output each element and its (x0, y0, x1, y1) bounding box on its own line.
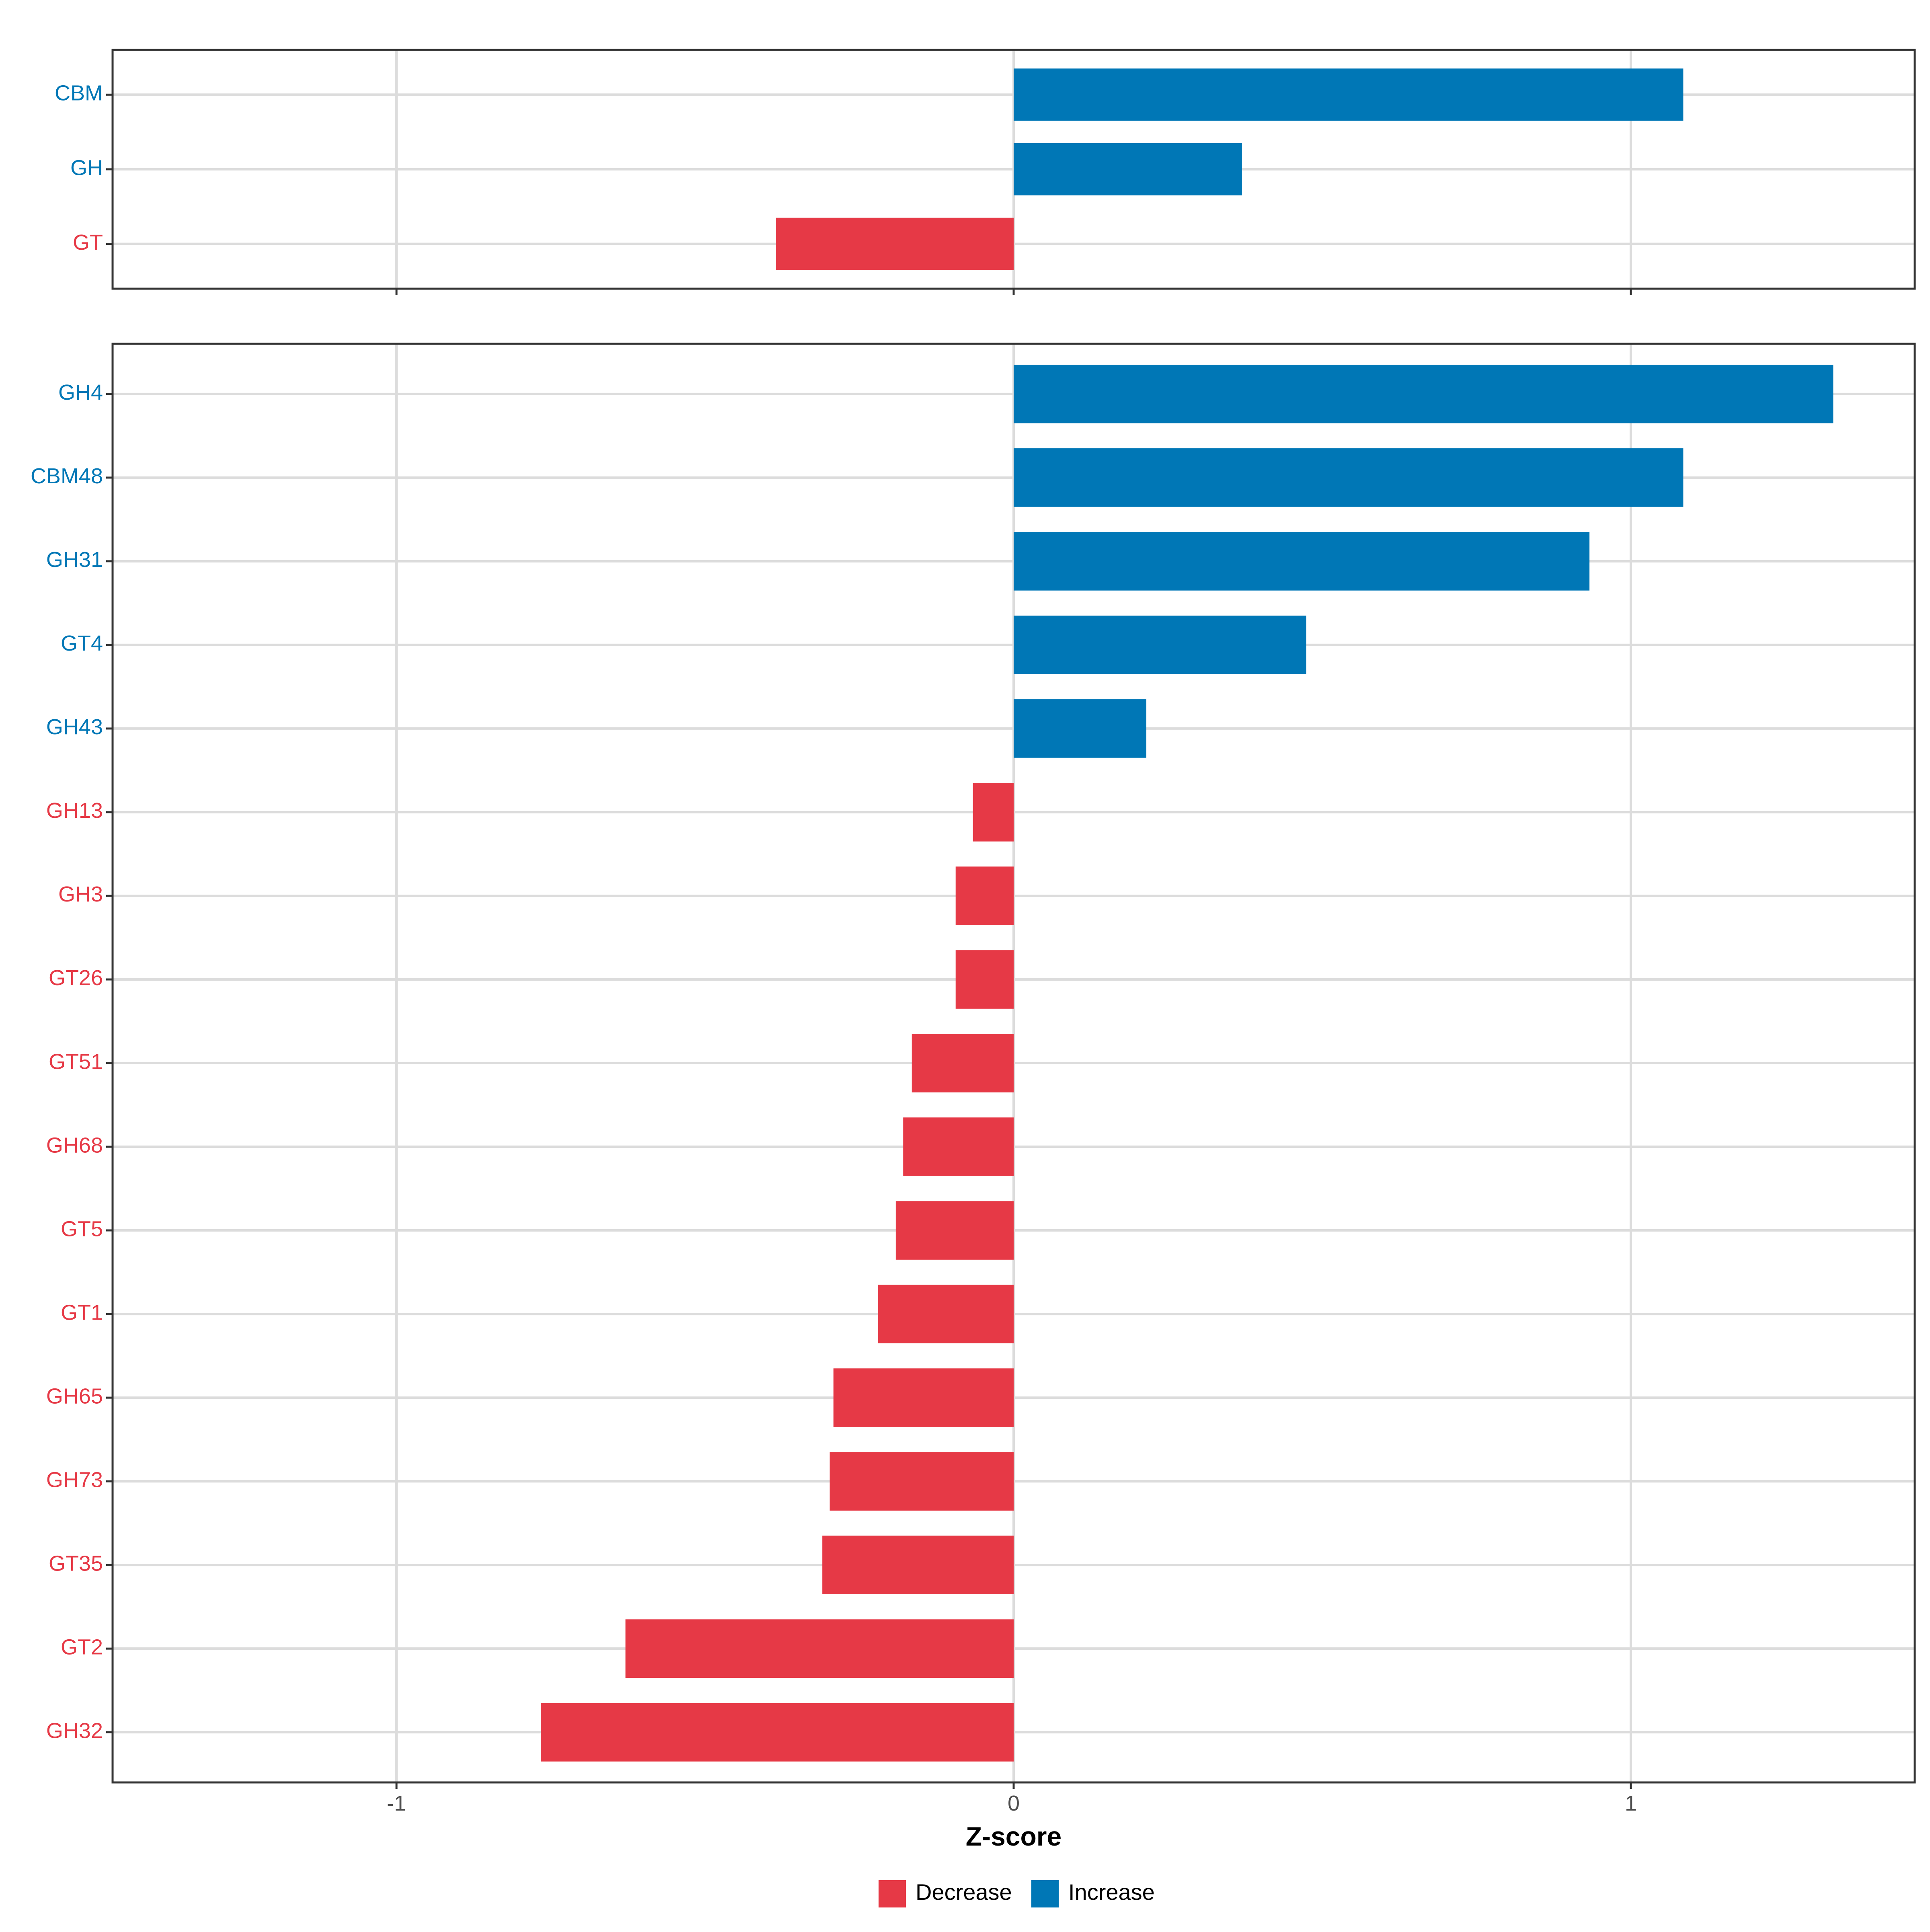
legend-label-increase: Increase (1068, 1879, 1155, 1905)
bar-gh31 (1014, 532, 1590, 591)
y-label-gt51: GT51 (49, 1049, 103, 1074)
bar-gh (1014, 143, 1242, 195)
y-label-gt35: GT35 (49, 1551, 103, 1575)
y-label-gh43: GH43 (46, 715, 103, 739)
y-label-gh65: GH65 (46, 1384, 103, 1408)
y-label-gh68: GH68 (46, 1133, 103, 1157)
y-label-gt5: GT5 (61, 1217, 103, 1241)
bar-gt5 (895, 1201, 1014, 1260)
y-label-gt4: GT4 (61, 631, 103, 655)
bar-cbm48 (1014, 448, 1684, 507)
legend-key-decrease (879, 1880, 906, 1907)
bar-gh68 (903, 1117, 1014, 1176)
legend-key-increase (1031, 1880, 1059, 1907)
bar-gh3 (955, 866, 1014, 925)
bar-gh32 (541, 1703, 1014, 1762)
x-tick-label-2: 1 (1625, 1791, 1637, 1815)
bar-gt26 (955, 950, 1014, 1009)
x-tick-label-0: -1 (387, 1791, 406, 1815)
y-label-gt: GT (73, 230, 103, 255)
bar-gt51 (912, 1034, 1014, 1092)
bar-gt1 (878, 1285, 1014, 1343)
bar-gh43 (1014, 699, 1147, 758)
bar-gt2 (625, 1619, 1014, 1678)
bar-gh4 (1014, 365, 1834, 423)
bar-gh65 (833, 1368, 1014, 1427)
y-label-gt1: GT1 (61, 1300, 103, 1324)
y-label-gh31: GH31 (46, 548, 103, 572)
bar-gh13 (973, 783, 1014, 842)
y-label-gt26: GT26 (49, 966, 103, 990)
bar-gt35 (822, 1536, 1014, 1594)
y-label-gh73: GH73 (46, 1468, 103, 1492)
x-tick-label-1: 0 (1008, 1791, 1020, 1815)
bar-gt4 (1014, 616, 1306, 674)
bar-cbm (1014, 68, 1684, 121)
y-label-cbm48: CBM48 (31, 464, 103, 488)
y-label-gh4: GH4 (58, 380, 103, 404)
y-label-gh32: GH32 (46, 1718, 103, 1743)
y-label-gh: GH (70, 156, 103, 180)
legend-label-decrease: Decrease (916, 1879, 1012, 1905)
x-axis-title: Z-score (966, 1821, 1062, 1851)
y-label-gh3: GH3 (58, 882, 103, 906)
y-label-gt2: GT2 (61, 1635, 103, 1659)
bar-gt (776, 218, 1014, 270)
y-label-cbm: CBM (55, 81, 103, 105)
y-label-gh13: GH13 (46, 799, 103, 823)
bar-gh73 (829, 1452, 1014, 1511)
